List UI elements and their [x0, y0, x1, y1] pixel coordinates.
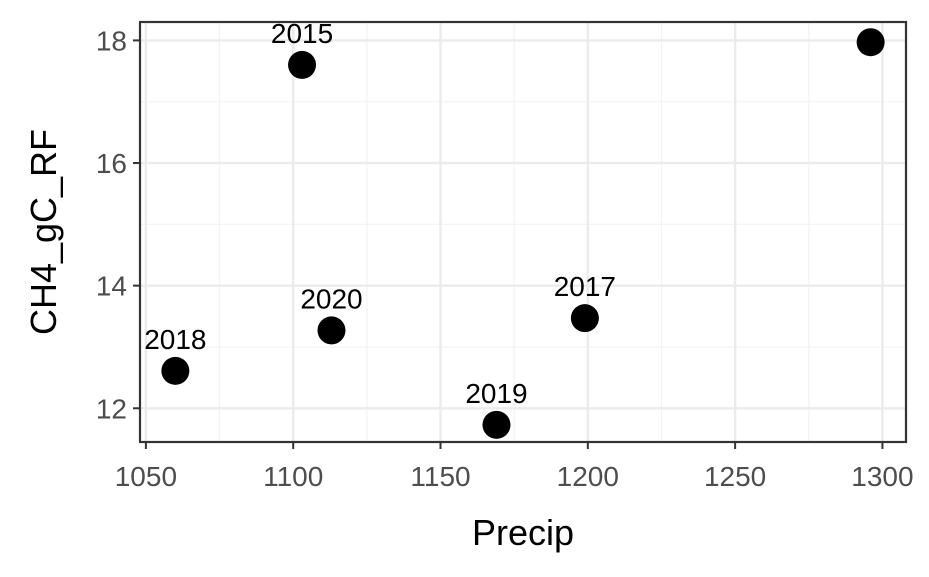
data-label: 2017	[554, 271, 616, 302]
data-label: 2018	[144, 324, 206, 355]
data-points	[161, 28, 885, 439]
panel-background	[140, 22, 906, 442]
data-point	[161, 356, 190, 385]
x-tick-label: 1100	[263, 461, 323, 492]
axis-ticks	[133, 39, 884, 449]
x-tick-label: 1300	[851, 461, 913, 492]
major-gridlines	[140, 22, 906, 442]
y-tick-label: 18	[96, 25, 127, 56]
data-label: 2020	[300, 283, 362, 314]
data-label: 2019	[465, 378, 527, 409]
minor-gridlines	[140, 22, 906, 442]
x-tick-label: 1050	[115, 461, 177, 492]
y-tick-labels: 12 14 16 18	[96, 25, 127, 424]
data-point	[570, 304, 599, 333]
data-point	[317, 316, 346, 345]
data-point	[288, 50, 317, 79]
x-tick-label: 1150	[410, 461, 470, 492]
x-tick-label: 1200	[557, 461, 619, 492]
x-tick-labels: 1050 1100 1150 1200 1250 1300	[115, 461, 914, 492]
data-point	[482, 410, 511, 439]
y-tick-label: 12	[96, 393, 127, 424]
data-point	[856, 28, 885, 57]
panel-border	[138, 20, 908, 444]
y-tick-label: 14	[96, 271, 127, 302]
x-axis-title: Precip	[472, 512, 574, 553]
x-tick-label: 1250	[704, 461, 766, 492]
y-axis-title: CH4_gC_RF	[23, 129, 64, 335]
y-tick-label: 16	[96, 148, 127, 179]
